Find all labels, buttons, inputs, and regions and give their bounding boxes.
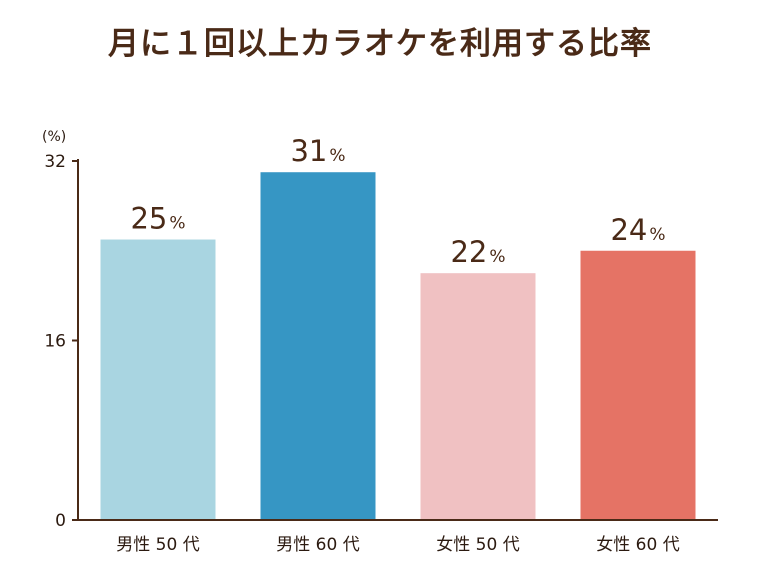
- bar: [100, 239, 216, 520]
- bar: [580, 250, 696, 520]
- y-axis-unit-label: (%): [42, 129, 66, 145]
- x-category-label: 男性 60 代: [276, 535, 359, 555]
- bar-value-label: 31%: [290, 134, 345, 168]
- y-tick-label: 0: [55, 511, 66, 531]
- chart-title: 月に１回以上カラオケを利用する比率: [108, 26, 652, 62]
- x-category-label: 男性 50 代: [116, 535, 199, 555]
- bar-value-label: 24%: [610, 213, 665, 247]
- y-tick-label: 32: [44, 152, 66, 172]
- bar-value-label: 22%: [450, 235, 505, 269]
- bar: [260, 172, 376, 520]
- x-category-label: 女性 60 代: [596, 535, 679, 555]
- x-category-label: 女性 50 代: [436, 535, 519, 555]
- bar-value-label: 25%: [130, 202, 185, 236]
- y-tick-label: 16: [44, 332, 66, 352]
- bar: [420, 273, 536, 520]
